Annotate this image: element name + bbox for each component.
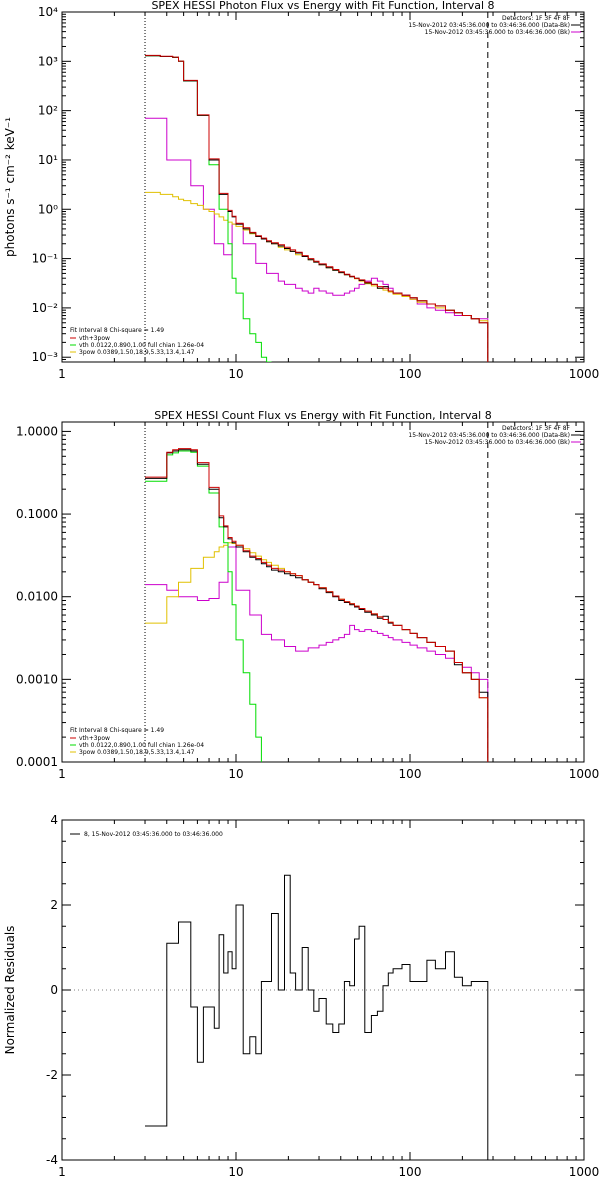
y-tick-label: 10⁻¹ (32, 252, 59, 266)
y-tick-label: 10³ (38, 54, 58, 68)
series-line-0 (145, 874, 489, 1160)
header-line: Detectors: 1F 3F 4F 8F (502, 425, 571, 432)
series-line-0 (145, 449, 489, 762)
x-tick-label: 10 (228, 1165, 243, 1179)
x-tick-label: 10 (228, 767, 243, 781)
legend-label: vth 0.0122,0.890,1.00 full chian 1.26e-0… (79, 742, 204, 749)
header-line: Detectors: 1F 3F 4F 8F (502, 15, 571, 22)
plot-panel-2: SPEX HESSI Count Flux vs Energy with Fit… (16, 409, 599, 781)
legend-label: vth+3pow (79, 335, 110, 342)
x-tick-label: 1000 (569, 1165, 600, 1179)
x-tick-label: 1000 (569, 767, 600, 781)
y-axis-title: Normalized Residuals (3, 926, 17, 1055)
legend-label: vth+3pow (79, 735, 110, 742)
x-tick-label: 1 (58, 767, 66, 781)
plot-frame (61, 11, 585, 363)
y-tick-label: 10⁻³ (32, 350, 59, 364)
plot-frame (61, 421, 585, 763)
header-line: 15-Nov-2012 03:45:36.000 to 03:46:36.000… (425, 29, 570, 36)
y-tick-label: -4 (46, 1153, 58, 1167)
legend-label: 3pow 0.0389,1.50,18.9,5.33,13.4,1.47 (79, 749, 195, 756)
legend-label: vth 0.0122,0.890,1.00 full chian 1.26e-0… (79, 342, 204, 349)
x-tick-label: 100 (399, 367, 422, 381)
y-tick-label: 1.0000 (16, 424, 58, 438)
y-axis-title: photons s⁻¹ cm⁻² keV⁻¹ (3, 117, 17, 257)
legend-label: 3pow 0.0389,1.50,18.9,5.33,13.4,1.47 (79, 349, 195, 356)
x-tick-label: 1 (58, 367, 66, 381)
x-tick-label: 100 (399, 1165, 422, 1179)
y-tick-label: 0 (50, 983, 58, 997)
y-tick-label: 10² (38, 104, 58, 118)
series-line-4 (145, 542, 489, 762)
y-tick-label: 2 (50, 898, 58, 912)
y-tick-label: 0.1000 (16, 507, 58, 521)
plot-panel-1: SPEX HESSI Photon Flux vs Energy with Fi… (3, 0, 599, 381)
series-line-3 (145, 450, 262, 762)
y-tick-label: 10⁻² (32, 301, 59, 315)
plot-panel-3: 1 10 100 1000 -4 -2 0 2 4 Normalized Residuals 8, … (3, 813, 599, 1179)
series-line-1 (145, 546, 489, 762)
x-tick-label: 100 (399, 767, 422, 781)
y-tick-label: 4 (50, 813, 58, 827)
y-tick-label: -2 (46, 1068, 58, 1082)
x-tick-label: 1 (58, 1165, 66, 1179)
series-line-0 (145, 55, 489, 362)
y-tick-label: 0.0100 (16, 590, 58, 604)
y-tick-label: 10⁰ (38, 202, 58, 216)
x-tick-label: 10 (228, 367, 243, 381)
legend-title: Fit Interval 8 Chi-square = 1.49 (70, 727, 164, 734)
header-line: 15-Nov-2012 03:45:36.000 to 03:46:36.000… (408, 432, 570, 439)
y-tick-label: 10⁴ (38, 5, 58, 19)
y-tick-label: 0.0010 (16, 672, 58, 686)
series-line-2 (145, 448, 489, 762)
plot-title: SPEX HESSI Count Flux vs Energy with Fit… (154, 409, 491, 422)
header-line: 15-Nov-2012 03:45:36.000 to 03:46:36.000… (425, 439, 570, 446)
series-line-4 (145, 191, 489, 362)
y-tick-label: 10¹ (38, 153, 58, 167)
header-line: 15-Nov-2012 03:45:36.000 to 03:46:36.000… (408, 22, 570, 29)
plot-title: SPEX HESSI Photon Flux vs Energy with Fi… (151, 0, 494, 12)
y-tick-label: 0.0001 (16, 755, 58, 769)
x-tick-label: 1000 (569, 367, 600, 381)
series-line-1 (145, 117, 489, 362)
legend-label: 8, 15-Nov-2012 03:45:36.000 to 03:46:36.… (84, 831, 223, 838)
legend-title: Fit Interval 8 Chi-square = 1.49 (70, 327, 164, 334)
series-line-2 (145, 54, 489, 362)
